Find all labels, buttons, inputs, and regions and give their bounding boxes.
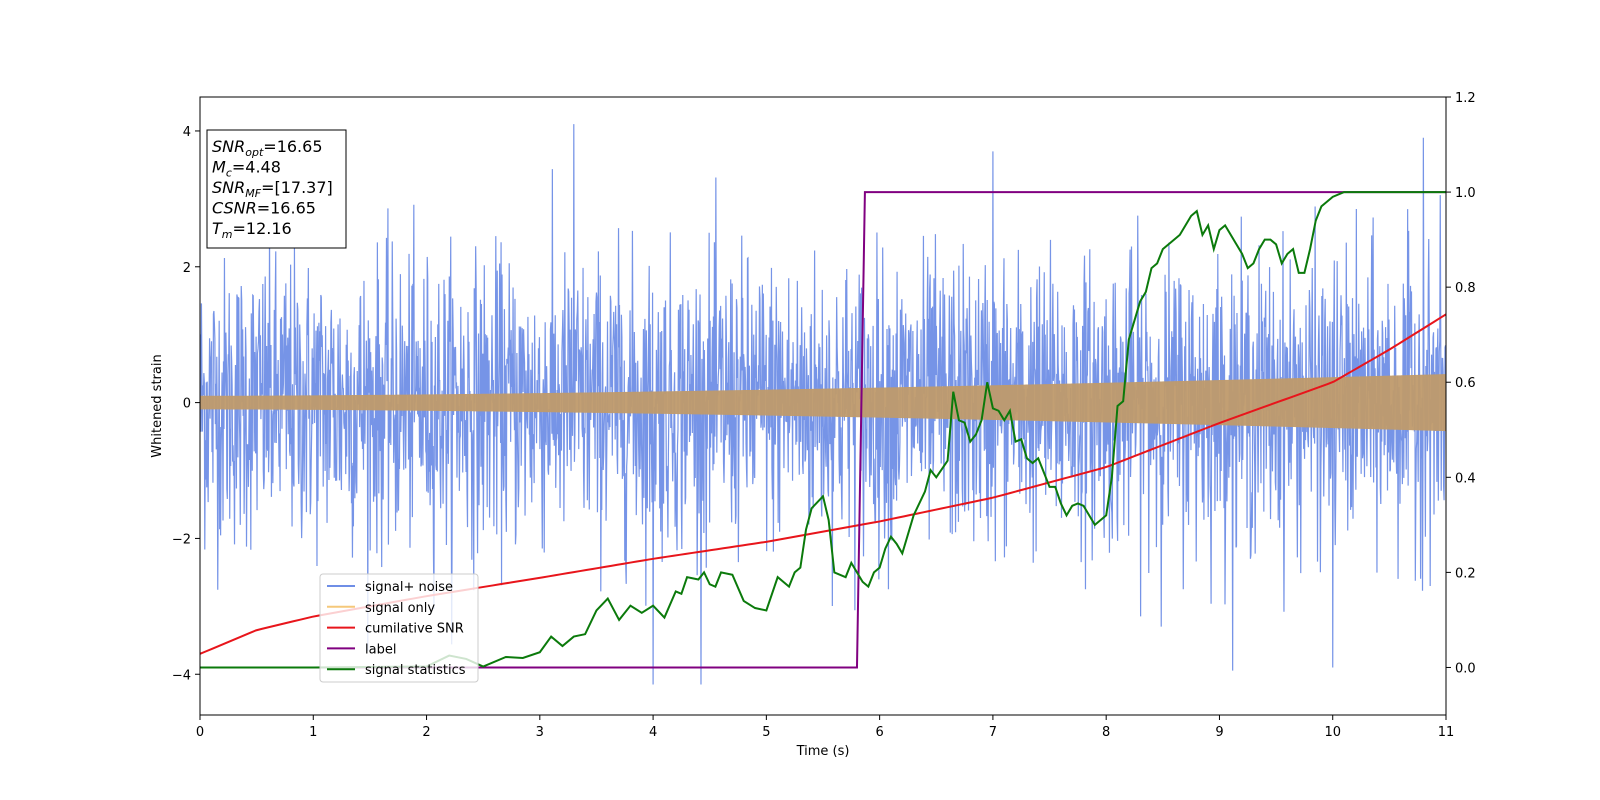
y2-tick-label: 0.8 [1455, 281, 1476, 296]
plot-frame [199, 96, 1447, 716]
info-box-line: SNRMF=[17.37] [212, 178, 333, 200]
y2-tick-label: 1.0 [1455, 186, 1476, 201]
legend-label: signal+ noise [365, 580, 453, 595]
x-axis: 0 1 2 3 4 5 6 7 8 9 10 11 [196, 715, 1454, 740]
y-tick-label: −4 [172, 668, 191, 683]
y-tick-label: −2 [172, 532, 191, 547]
y-axis-left: −4 −2 0 2 4 [172, 125, 200, 683]
x-tick-label: 10 [1324, 725, 1341, 740]
info-box-line: Mc=4.48 [212, 158, 281, 180]
y-tick-label: 2 [183, 261, 191, 276]
legend: signal+ noise signal only cumilative SNR la… [319, 573, 479, 683]
y2-tick-label: 0.0 [1455, 661, 1476, 676]
legend-label: signal statistics [365, 663, 466, 678]
x-tick-label: 11 [1438, 725, 1455, 740]
x-tick-label: 1 [309, 725, 317, 740]
x-tick-label: 4 [649, 725, 657, 740]
x-tick-label: 2 [422, 725, 430, 740]
x-tick-label: 7 [989, 725, 997, 740]
y2-tick-label: 0.4 [1455, 471, 1476, 486]
y-tick-label: 4 [183, 125, 191, 140]
x-tick-label: 6 [875, 725, 883, 740]
info-box: SNRopt=16.65Mc=4.48SNRMF=[17.37]CSNR=16.… [206, 129, 347, 249]
y2-tick-label: 1.2 [1455, 91, 1476, 106]
label-line [200, 191, 1446, 669]
legend-frame [319, 573, 479, 683]
y2-tick-label: 0.6 [1455, 376, 1476, 391]
y-axis-right: 0.0 0.2 0.4 0.6 0.8 1.0 1.2 [1446, 91, 1476, 676]
info-box-line: CSNR=16.65 [212, 199, 316, 218]
signal-statistics-line [200, 191, 1446, 669]
info-box-line: SNRopt=16.65 [212, 137, 323, 159]
x-axis-label: Time (s) [796, 744, 850, 759]
info-box-frame [206, 129, 347, 249]
legend-label: cumilative SNR [365, 622, 464, 637]
info-box-line: Tm=12.16 [212, 219, 292, 241]
y2-tick-label: 0.2 [1455, 566, 1476, 581]
legend-label: label [365, 642, 396, 657]
y-tick-label: 0 [183, 397, 191, 412]
x-tick-label: 3 [536, 725, 544, 740]
x-tick-label: 8 [1102, 725, 1110, 740]
x-tick-label: 5 [762, 725, 770, 740]
x-tick-label: 0 [196, 725, 204, 740]
legend-label: signal only [365, 601, 435, 616]
signal-only-band [200, 374, 1446, 432]
x-tick-label: 9 [1215, 725, 1223, 740]
y-axis-label: Whitened strain [150, 354, 165, 457]
signal-only-series [200, 374, 1446, 432]
